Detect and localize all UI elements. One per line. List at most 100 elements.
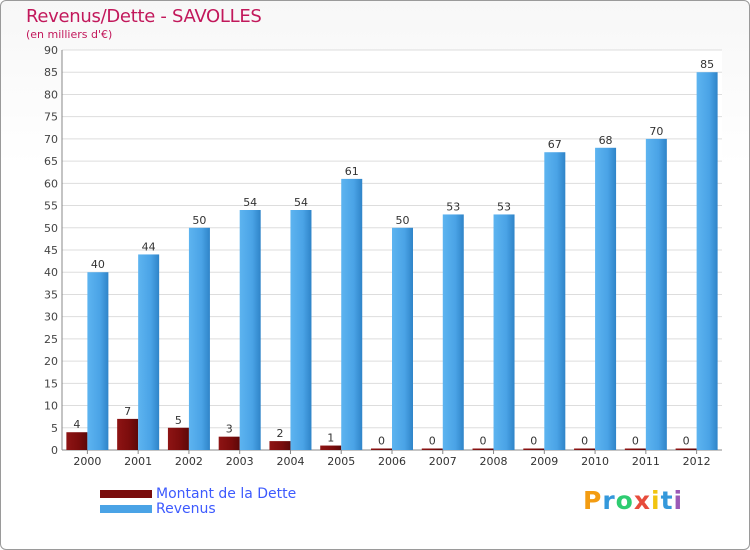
bar-label-debt: 0	[530, 435, 537, 448]
y-tick-label: 50	[44, 222, 58, 235]
y-tick-label: 90	[44, 44, 58, 57]
bar-debt	[675, 448, 697, 450]
y-tick-label: 15	[44, 377, 58, 390]
bar-revenue	[645, 138, 667, 450]
bar-label-debt: 7	[124, 405, 131, 418]
bar-label-debt: 0	[683, 435, 690, 448]
x-tick-label: 2001	[124, 455, 152, 468]
bar-label-debt: 0	[480, 435, 487, 448]
x-tick-label: 2009	[530, 455, 558, 468]
y-tick-label: 60	[44, 177, 58, 190]
legend-item-debt: Montant de la Dette	[100, 485, 297, 502]
bar-revenue	[544, 152, 566, 450]
logo-letter: x	[633, 486, 651, 515]
bar-label-revenue: 85	[700, 58, 714, 71]
bar-revenue	[493, 214, 515, 450]
legend-label-debt: Montant de la Dette	[156, 485, 297, 502]
bar-label-revenue: 61	[345, 165, 359, 178]
x-tick-label: 2008	[480, 455, 508, 468]
bar-revenue	[341, 178, 363, 450]
logo-letter: t	[660, 486, 674, 515]
y-tick-label: 10	[44, 400, 58, 413]
y-tick-label: 20	[44, 355, 58, 368]
bar-label-debt: 2	[276, 427, 283, 440]
bar-label-revenue: 68	[599, 134, 613, 147]
bar-revenue	[392, 227, 413, 450]
proxiti-logo: Proxiti	[583, 486, 683, 515]
x-tick-label: 2012	[683, 455, 711, 468]
bar-label-debt: 4	[73, 418, 80, 431]
bar-revenue	[696, 72, 718, 450]
legend-label-revenue: Revenus	[156, 500, 216, 517]
bar-label-debt: 3	[226, 423, 233, 436]
bar-revenue	[239, 210, 261, 450]
bar-revenue	[188, 227, 210, 450]
bar-debt	[320, 445, 342, 450]
bar-label-debt: 0	[632, 435, 639, 448]
bar-label-revenue: 70	[649, 125, 663, 138]
bar-label-debt: 0	[581, 435, 588, 448]
logo-letter: i	[651, 486, 661, 515]
bar-debt	[574, 448, 596, 450]
y-tick-label: 30	[44, 311, 58, 324]
bar-label-revenue: 54	[294, 196, 308, 209]
bar-label-debt: 5	[175, 414, 182, 427]
x-tick-label: 2010	[581, 455, 609, 468]
x-tick-label: 2005	[327, 455, 355, 468]
bar-label-revenue: 54	[243, 196, 257, 209]
x-tick-label: 2004	[276, 455, 304, 468]
bar-label-revenue: 50	[192, 214, 206, 227]
bar-label-revenue: 40	[91, 258, 105, 271]
y-tick-label: 45	[44, 244, 58, 257]
bar-debt	[218, 436, 240, 450]
bar-revenue	[442, 214, 464, 450]
x-tick-label: 2002	[175, 455, 203, 468]
y-tick-label: 65	[44, 155, 58, 168]
bar-debt	[66, 432, 88, 450]
bar-label-revenue: 53	[446, 200, 460, 213]
bar-debt	[523, 448, 545, 450]
logo-letter: o	[615, 486, 634, 515]
legend: Montant de la Dette Revenus	[100, 485, 297, 517]
x-tick-label: 2011	[632, 455, 660, 468]
y-tick-label: 0	[51, 444, 58, 457]
bar-debt	[472, 448, 494, 450]
y-tick-label: 75	[44, 111, 58, 124]
y-tick-label: 80	[44, 88, 58, 101]
bar-debt	[269, 441, 291, 450]
y-tick-label: 85	[44, 66, 58, 79]
y-tick-label: 35	[44, 288, 58, 301]
bar-label-revenue: 44	[142, 240, 156, 253]
x-tick-label: 2000	[73, 455, 101, 468]
legend-swatch-debt	[100, 489, 152, 498]
bar-revenue	[290, 210, 312, 450]
y-tick-label: 40	[44, 266, 58, 279]
bar-revenue	[87, 272, 109, 450]
bar-debt	[117, 418, 139, 450]
legend-swatch-revenue	[100, 504, 152, 513]
x-tick-label: 2007	[429, 455, 457, 468]
bar-debt	[371, 448, 392, 450]
bar-label-revenue: 67	[548, 138, 562, 151]
bar-debt	[167, 427, 189, 450]
bar-label-revenue: 53	[497, 200, 511, 213]
y-tick-label: 25	[44, 333, 58, 346]
y-tick-label: 70	[44, 133, 58, 146]
bar-revenue	[138, 254, 160, 450]
logo-letter: P	[583, 486, 603, 515]
bar-debt	[624, 448, 646, 450]
bar-debt	[421, 448, 443, 450]
bar-label-debt: 0	[429, 435, 436, 448]
bar-revenue	[595, 147, 617, 450]
bar-label-revenue: 50	[396, 214, 410, 227]
bar-label-debt: 1	[327, 432, 334, 445]
chart-title: Revenus/Dette - SAVOLLES	[26, 6, 262, 27]
y-tick-label: 55	[44, 200, 58, 213]
bar-label-debt: 0	[378, 435, 385, 448]
y-tick-label: 5	[51, 422, 58, 435]
legend-item-revenue: Revenus	[100, 500, 296, 517]
chart-subtitle: (en milliers d'€)	[26, 28, 113, 41]
logo-letter: r	[602, 486, 616, 515]
x-tick-label: 2006	[378, 455, 406, 468]
